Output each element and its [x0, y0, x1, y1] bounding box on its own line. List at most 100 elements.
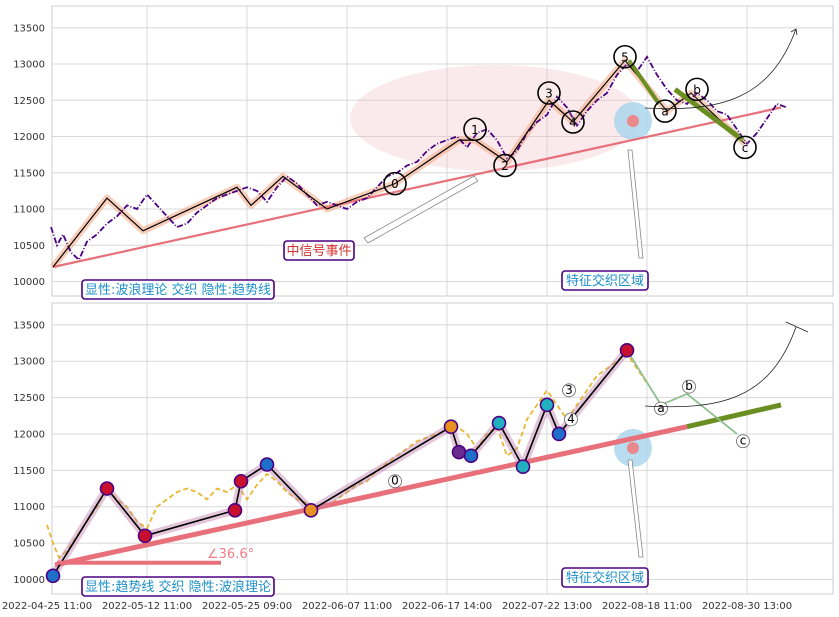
wave-pivot-marker [551, 426, 567, 442]
x-tick-label: 2022-05-12 11:00 [102, 601, 192, 612]
wave-point-label: a [657, 401, 664, 415]
wave-point-label: b [693, 83, 701, 97]
green-segment [627, 59, 661, 106]
wave-point-label: 2 [501, 159, 509, 173]
wave-point-label: 0 [391, 177, 399, 191]
wave-pivot-marker [233, 473, 249, 489]
wave-point-circle [388, 474, 402, 489]
zone-arrow [627, 459, 644, 558]
x-tick-label: 2022-06-17 14:00 [402, 601, 492, 612]
trend-angle-label: ∠36.6° [207, 547, 254, 562]
wave-point-label: c [740, 434, 747, 448]
x-tick-label: 2022-08-18 11:00 [602, 601, 692, 612]
wave-pivot-marker [463, 448, 479, 464]
plot-frame [51, 302, 834, 595]
y-tick-label: 13500 [13, 23, 45, 34]
corner-label-box [81, 279, 275, 300]
wave-point-label: 4 [569, 116, 577, 130]
wave-pivot-marker [539, 397, 555, 413]
projection-curve [644, 28, 797, 110]
corner-label: 显性:波浪理论 交织 隐性:趋势线 [85, 282, 271, 298]
y-tick-label: 12500 [13, 96, 45, 107]
wave-point-circle [654, 401, 668, 416]
y-tick-label: 13000 [13, 60, 45, 71]
wave-point-label: 4 [567, 412, 575, 426]
signal-event-label: 中信号事件 [286, 244, 351, 259]
wave-point-circle [537, 81, 561, 105]
wave-pivot-marker [491, 415, 507, 431]
x-tick-label: 2022-05-25 09:00 [202, 601, 292, 612]
y-tick-label: 11500 [13, 168, 45, 179]
trend-line [52, 106, 782, 269]
y-tick-label: 12000 [13, 132, 45, 143]
wave-point-circle [685, 77, 709, 102]
projection-arrowhead [790, 28, 798, 36]
price-series [50, 55, 788, 262]
wave-point-circle [682, 379, 696, 394]
price-series [46, 352, 648, 560]
top-panel: 10000 10500 11000 11500 12000 12500 13000 13500… [13, 5, 834, 300]
interlace-zone-core [627, 442, 639, 454]
wave-point-circle [733, 135, 757, 160]
trend-line [54, 424, 688, 568]
wave-point-circle [493, 153, 517, 178]
wave-line-faded [626, 349, 738, 435]
corner-label-box [81, 576, 275, 597]
y-tick-label: 10500 [13, 241, 45, 252]
wave-pivot-marker [303, 503, 319, 518]
bottom-panel: 10000 10500 11000 11500 12000 12500 13000 13500… [2, 302, 834, 612]
corner-label: 显性:趋势线 交织 隐性:波浪理论 [85, 579, 271, 595]
wave-point-circle [561, 110, 585, 134]
wave-pivot-marker [45, 568, 61, 584]
y-tick-label: 10000 [13, 575, 45, 586]
x-tick-label: 2022-07-22 13:00 [502, 601, 592, 612]
wave-pivot-marker [443, 419, 459, 434]
wave-pivot-marker [99, 481, 115, 496]
wave-pivot-marker [451, 444, 467, 460]
wave-pivot-marker [227, 503, 243, 518]
wave-pivot-marker [259, 457, 275, 472]
wave-point-circle [383, 171, 407, 196]
wave-point-label: 0 [391, 474, 399, 488]
wave-pivot-marker [515, 459, 531, 474]
x-tick-label: 2022-08-30 13:00 [702, 601, 792, 612]
wave-point-circle [613, 44, 637, 69]
wave-point-label: b [685, 379, 693, 393]
wave-point-circle [736, 434, 750, 449]
y-tick-label: 13000 [13, 357, 45, 368]
projection-arrowhead [785, 321, 809, 333]
interlace-zone-label: 特征交织区域 [566, 570, 644, 586]
wave-point-label: c [742, 141, 749, 155]
wave-point-label: 3 [545, 87, 553, 101]
wave-point-label: 3 [565, 383, 573, 397]
interlace-zone-label: 特征交织区域 [566, 273, 644, 289]
y-tick-label: 12000 [13, 429, 45, 440]
x-tick-label: 2022-04-25 11:00 [2, 601, 92, 612]
wave-point-circle [564, 412, 578, 427]
green-segment [673, 87, 745, 143]
signal-arrow [363, 175, 479, 244]
interlace-zone-box [561, 567, 649, 588]
wave-point-label: a [661, 105, 668, 119]
x-tick-label: 2022-06-07 11:00 [302, 601, 392, 612]
zone-arrow [627, 149, 644, 259]
y-tick-label: 13500 [13, 320, 45, 331]
y-tick-label: 10500 [13, 539, 45, 550]
y-tick-label: 11000 [13, 205, 45, 216]
signal-event-box [283, 240, 355, 261]
interlace-zone-box [561, 270, 649, 291]
y-tick-label: 10000 [13, 277, 45, 288]
wave-point-circle [653, 99, 677, 123]
wave-point-label: 1 [471, 123, 479, 137]
wave-point-circle [463, 117, 487, 142]
trend-line-green [686, 402, 782, 430]
interlace-zone-core [627, 115, 639, 127]
y-tick-label: 12500 [13, 393, 45, 404]
wave-pivot-marker [619, 342, 635, 358]
wave-pivot-marker [137, 528, 153, 544]
highlight-ellipse [350, 65, 640, 171]
wave-point-label: 5 [621, 50, 629, 64]
projection-curve [644, 326, 797, 408]
